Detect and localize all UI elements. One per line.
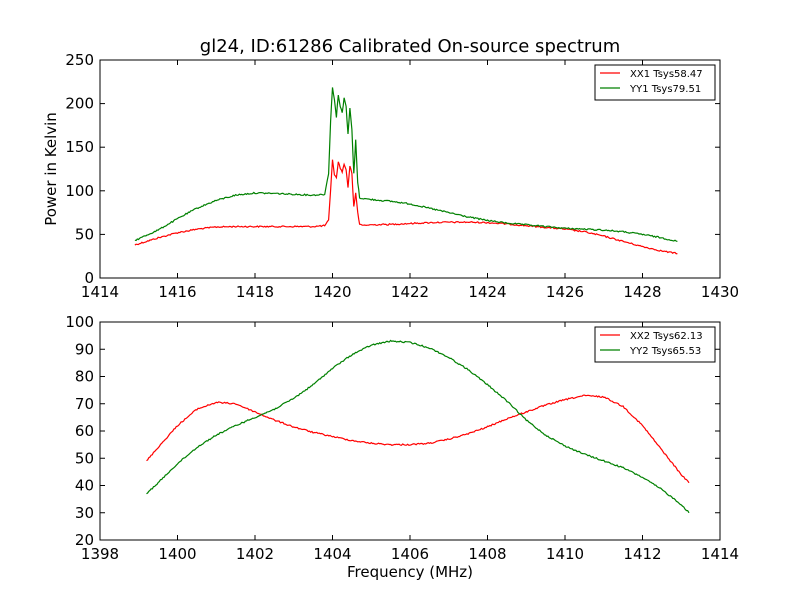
top-series-layer: [134, 87, 678, 255]
y-tick-label: 30: [75, 504, 94, 522]
bottom-legend-box: [594, 326, 716, 363]
x-tick-label: 1416: [158, 283, 196, 301]
x-tick-label: 1414: [701, 545, 739, 563]
top-panel: gl24, ID:61286 Calibrated On-source spec…: [42, 36, 739, 301]
x-tick-label: 1420: [313, 283, 351, 301]
bottom-ticks: 1398 1400 1402 1404 1406 1408 1410 1412 1414 20 30…: [65, 313, 739, 563]
x-tick-label: 1414: [81, 283, 119, 301]
x-tick-label: 1406: [391, 545, 429, 563]
legend-entry: XX2 Tsys62.13: [630, 331, 703, 342]
y-tick-label: 50: [75, 225, 94, 243]
y-tick-label: 50: [75, 449, 94, 467]
y-tick-label: 20: [75, 531, 94, 549]
bottom-series-layer: [146, 339, 690, 514]
series-line-1: [134, 159, 678, 255]
top-legend: XX1 Tsys58.47 YY1 Tsys79.51: [594, 64, 716, 101]
y-tick-label: 0: [84, 269, 94, 287]
y-axis-label: Power in Kelvin: [42, 112, 60, 226]
legend-entry: YY1 Tsys79.51: [629, 84, 701, 95]
top-ticks: 1414 1416 1418 1420 1422 1424 1426 1428 1430 0 50 1…: [65, 51, 739, 301]
x-tick-label: 1430: [701, 283, 739, 301]
bottom-panel: 1398 1400 1402 1404 1406 1408 1410 1412 1414 20 30…: [65, 313, 739, 581]
x-tick-label: 1422: [391, 283, 429, 301]
bottom-legend: XX2 Tsys62.13 YY2 Tsys65.53: [594, 326, 716, 363]
y-tick-label: 200: [65, 95, 94, 113]
x-tick-label: 1418: [236, 283, 274, 301]
x-tick-label: 1400: [158, 545, 196, 563]
y-tick-label: 40: [75, 477, 94, 495]
chart-title: gl24, ID:61286 Calibrated On-source spec…: [200, 36, 620, 57]
x-tick-label: 1404: [313, 545, 351, 563]
x-tick-label: 1410: [546, 545, 584, 563]
legend-entry: YY2 Tsys65.53: [629, 346, 701, 357]
x-tick-label: 1402: [236, 545, 274, 563]
x-tick-label: 1412: [623, 545, 661, 563]
y-tick-label: 250: [65, 51, 94, 69]
y-tick-label: 150: [65, 138, 94, 156]
series-line-2: [146, 339, 690, 514]
x-tick-label: 1428: [623, 283, 661, 301]
series-line-2: [134, 87, 678, 242]
y-tick-label: 100: [65, 313, 94, 331]
y-tick-label: 70: [75, 395, 94, 413]
y-tick-label: 80: [75, 368, 94, 386]
top-legend-box: [594, 64, 716, 101]
x-axis-label: Frequency (MHz): [347, 563, 473, 581]
x-tick-label: 1426: [546, 283, 584, 301]
x-tick-label: 1398: [81, 545, 119, 563]
x-tick-label: 1424: [468, 283, 506, 301]
series-line-1: [146, 394, 690, 484]
y-tick-label: 90: [75, 340, 94, 358]
y-tick-label: 60: [75, 422, 94, 440]
legend-entry: XX1 Tsys58.47: [630, 69, 703, 80]
x-tick-label: 1408: [468, 545, 506, 563]
y-tick-label: 100: [65, 182, 94, 200]
